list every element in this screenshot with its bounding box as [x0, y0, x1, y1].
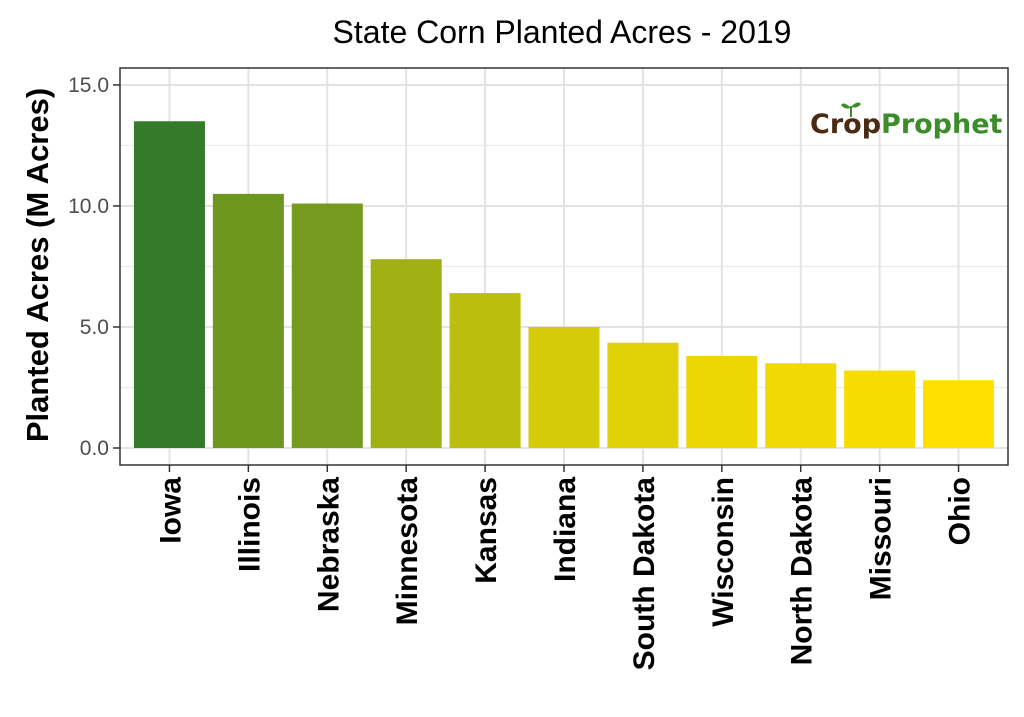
y-tick-label: 10.0: [68, 195, 109, 218]
y-axis-label: Planted Acres (M Acres): [20, 88, 55, 442]
x-tick-label-south-dakota: South Dakota: [628, 477, 661, 671]
x-tick-label-wisconsin: Wisconsin: [707, 477, 740, 627]
x-axis-ticks: Iowa Illinois Nebraska Minnesota Kansas India…: [154, 465, 977, 671]
sprout-icon: [841, 102, 861, 117]
logo-text-prophet: Prophet: [881, 109, 1003, 140]
chart-title: State Corn Planted Acres - 2019: [333, 14, 792, 50]
logo-text-p: p: [862, 109, 881, 140]
y-axis-ticks: 0.0 5.0 10.0 15.0: [68, 74, 120, 460]
bar-indiana: [528, 326, 600, 448]
bar-wisconsin: [686, 356, 758, 448]
cropprophet-logo: CropProphet: [810, 102, 1003, 140]
x-tick-label-minnesota: Minnesota: [391, 477, 424, 626]
x-tick-label-kansas: Kansas: [470, 477, 503, 584]
x-tick-label-illinois: Illinois: [233, 477, 266, 572]
bars: [133, 121, 995, 448]
logo-text-cr: Cr: [810, 109, 844, 140]
bar-missouri: [844, 370, 916, 448]
x-tick-label-nebraska: Nebraska: [312, 477, 345, 612]
svg-text:CropProphet: CropProphet: [810, 109, 1003, 140]
bar-ohio: [923, 380, 995, 448]
bar-nebraska: [291, 203, 363, 448]
bar-north-dakota: [765, 363, 837, 448]
bar-iowa: [133, 121, 205, 448]
x-tick-label-indiana: Indiana: [549, 477, 582, 582]
bar-minnesota: [370, 259, 442, 448]
y-tick-label: 0.0: [80, 437, 109, 460]
bar-south-dakota: [607, 342, 679, 448]
y-tick-label: 15.0: [68, 74, 109, 97]
x-tick-label-missouri: Missouri: [865, 477, 898, 600]
bar-illinois: [212, 193, 284, 448]
x-tick-label-north-dakota: North Dakota: [786, 477, 819, 666]
x-tick-label-iowa: Iowa: [154, 477, 187, 544]
bar-kansas: [449, 293, 521, 448]
y-tick-label: 5.0: [80, 316, 109, 339]
x-tick-label-ohio: Ohio: [944, 477, 977, 545]
logo-text-o: o: [843, 109, 862, 140]
plot-panel-border: [119, 67, 1009, 466]
